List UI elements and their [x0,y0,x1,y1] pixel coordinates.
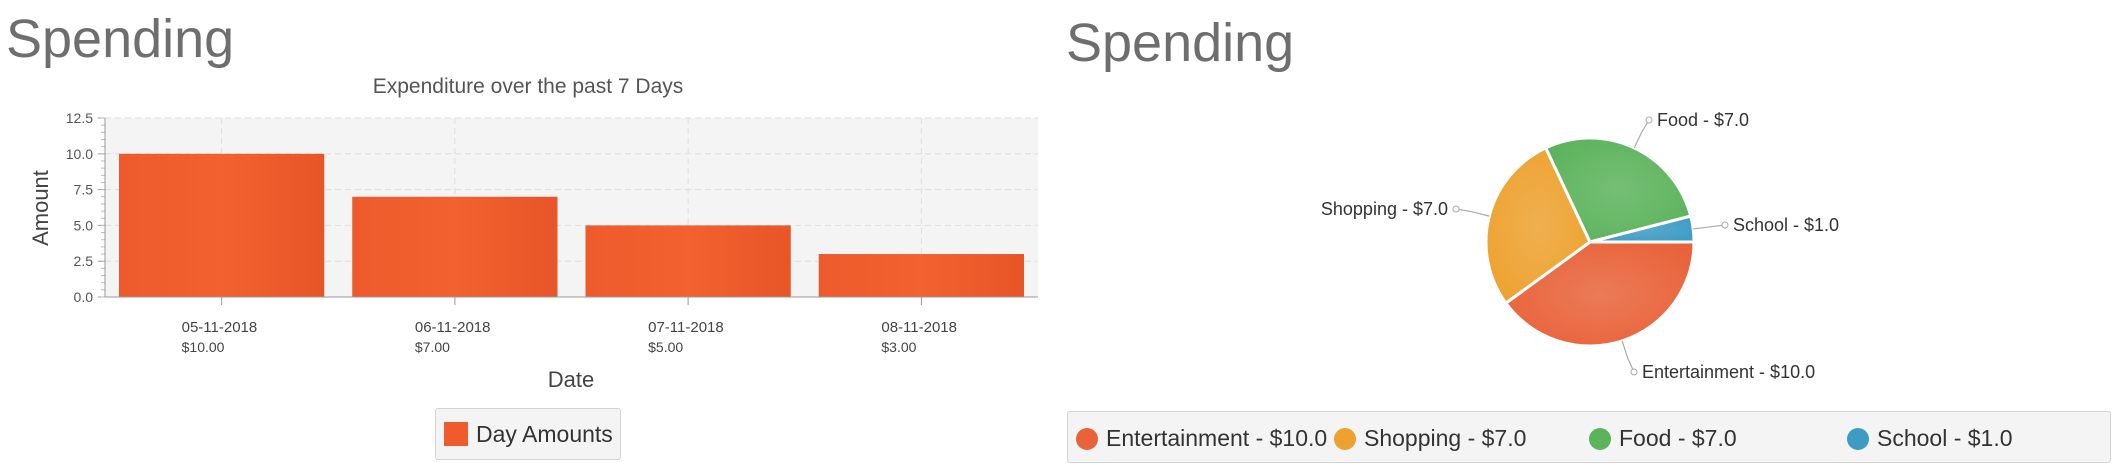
pie-legend-item: Shopping - $7.0 [1334,425,1526,452]
x-tick-label: 05-11-2018 [182,319,258,336]
x-tick-label: 06-11-2018 [415,319,491,336]
x-axis-label: Date [548,367,594,392]
y-tick-label: 7.5 [74,182,94,198]
pie-legend-dot [1076,427,1098,450]
pie-slice-label: Entertainment - $10.0 [1642,362,1815,382]
pie-panel-title: Spending [1066,13,1295,73]
pie-legend-item: School - $1.0 [1847,425,2013,452]
pie-legend-item: Entertainment - $10.0 [1076,425,1327,452]
pie-legend-label: School - $1.0 [1877,425,2013,451]
y-tick-label: 5.0 [74,217,94,233]
y-axis-label: Amount [28,170,53,246]
pie-legend-dot [1589,427,1611,450]
bar-legend: Day Amounts [435,408,621,460]
pie-leader-line [1455,208,1490,217]
chart-title: Expenditure over the past 7 Days [373,75,684,98]
pie-leader-dot [1721,221,1729,229]
y-tick-label: 0.0 [74,289,94,305]
y-tick-label: 12.5 [66,110,93,126]
bar [352,196,558,297]
pie-leader-dot [1630,368,1638,376]
pie-legend-dot [1334,427,1356,450]
pie-slice [1589,214,1696,244]
pie-leader-line [1621,340,1635,373]
bar [818,254,1024,297]
bar-legend-swatch [444,422,468,446]
bar [585,225,791,297]
pie-leader-dot [1645,116,1653,124]
x-tick-sublabel: $7.00 [415,339,450,355]
pie-legend-item: Food - $7.0 [1589,425,1737,452]
pie-slice-label: Food - $7.0 [1657,110,1749,130]
pie-slice [1503,240,1696,348]
x-tick-sublabel: $10.00 [182,339,225,355]
y-tick-label: 10.0 [66,146,93,162]
pie-legend-label: Entertainment - $10.0 [1106,425,1328,451]
pie-legend-label: Food - $7.0 [1619,425,1737,451]
pie-slice-label: School - $1.0 [1733,215,1839,235]
bar-panel-title: Spending [6,9,235,69]
pie-leader-dot [1452,205,1460,213]
bar-chart: 0.0 2.5 5.0 7.5 10.0 12.5 05-11-2018 $10.00 06-1… [28,75,1038,392]
bar [119,153,325,297]
pie-slice-label: Shopping - $7.0 [1321,199,1448,219]
pie-slice [1543,136,1693,244]
x-tick-sublabel: $3.00 [881,339,916,355]
x-tick-label: 08-11-2018 [881,319,957,336]
bar-legend-label: Day Amounts [476,420,613,447]
y-tick-label: 2.5 [74,253,94,269]
pie-legend: Entertainment - $10.0 Shopping - $7.0 Food… [1067,411,2111,463]
x-tick-label: 07-11-2018 [648,319,724,336]
pie-leader-line [1633,119,1650,149]
pie-legend-label: Shopping - $7.0 [1364,425,1527,451]
bar-legend-item: Day Amounts [444,421,613,448]
pie-legend-dot [1847,427,1869,450]
x-tick-sublabel: $5.00 [648,339,683,355]
pie-chart: Entertainment - $10.0 Shopping - $7.0 Food… [1321,110,1839,382]
pie-leader-line [1693,224,1726,230]
